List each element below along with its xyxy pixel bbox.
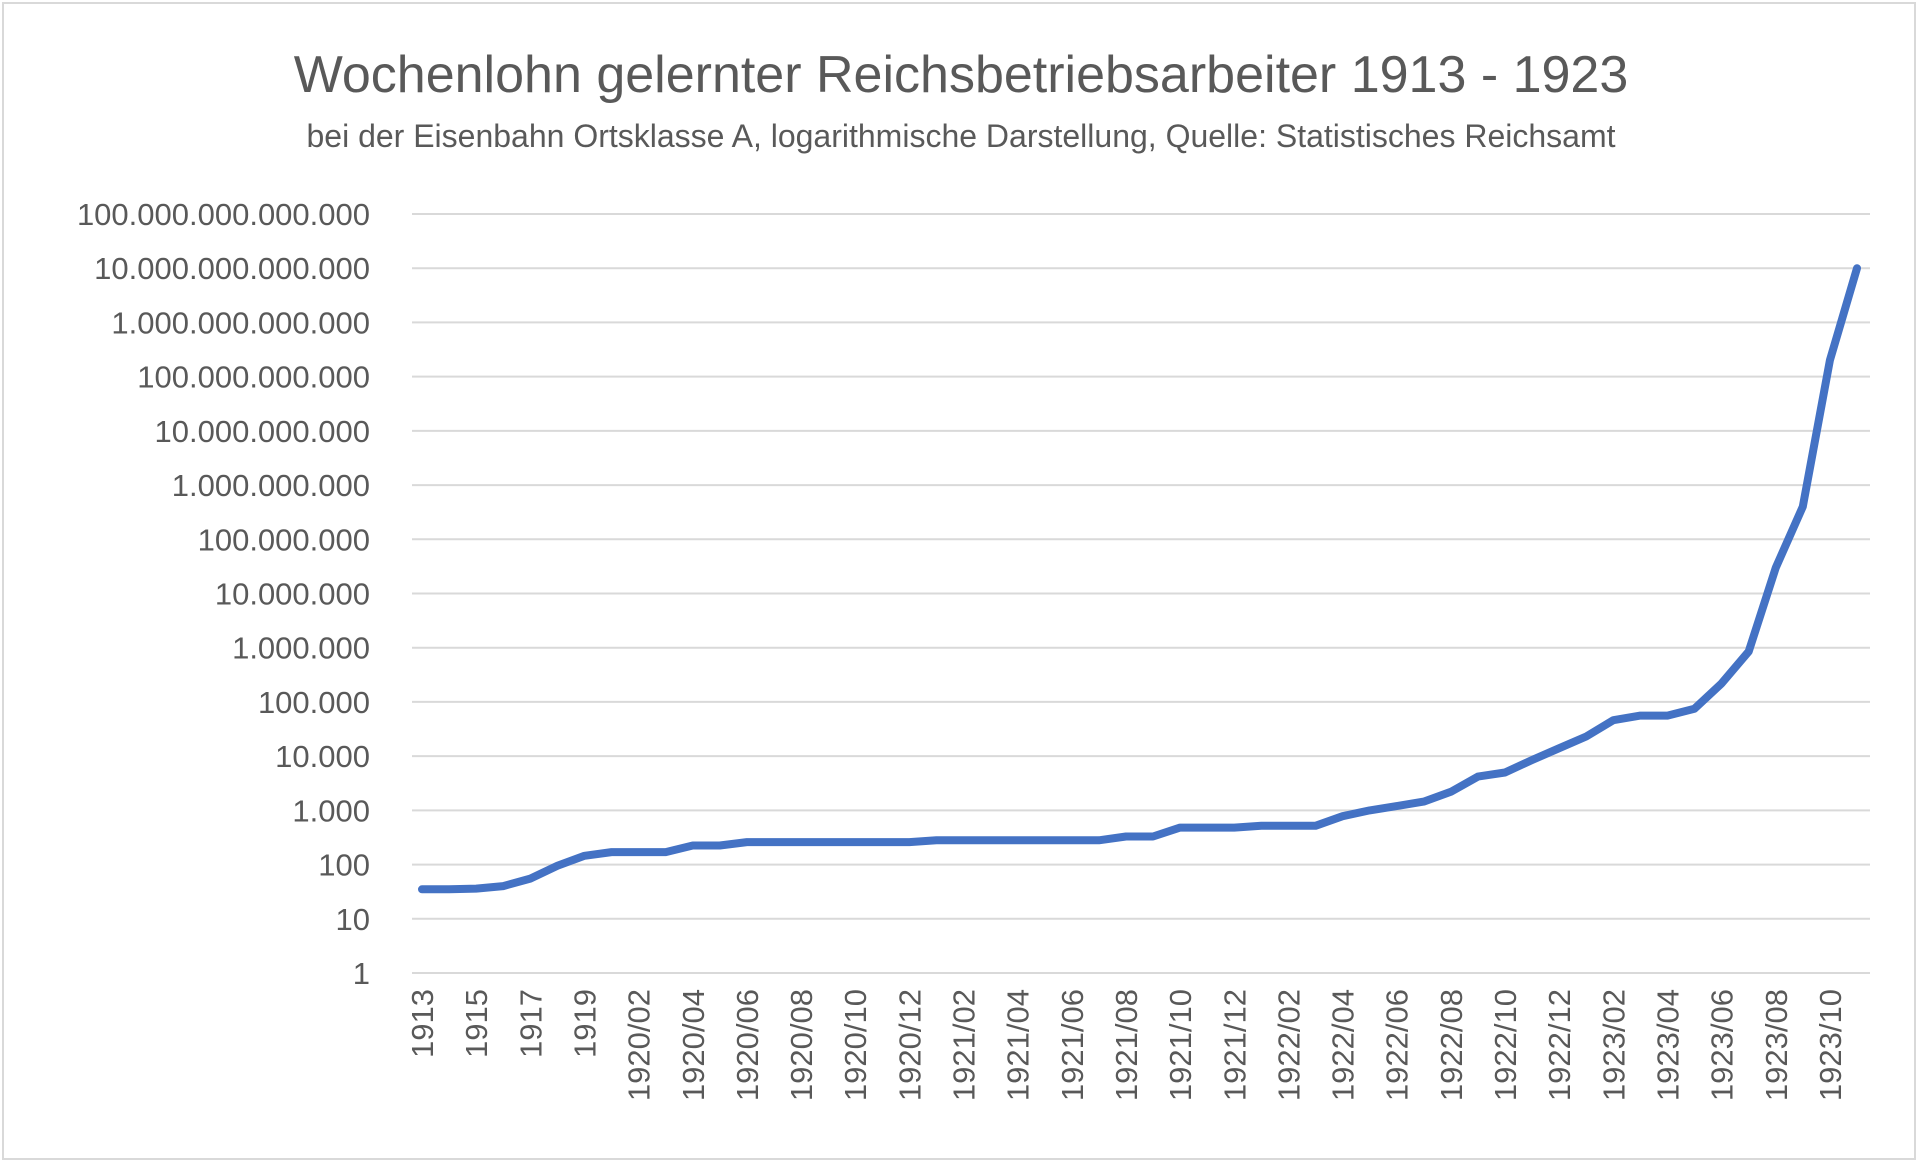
x-tick-label: 1921/02 [947, 989, 982, 1101]
y-tick-label: 1.000.000.000.000 [111, 305, 370, 340]
y-tick-label: 100.000.000.000 [137, 360, 370, 395]
y-tick-label: 10.000 [275, 739, 370, 774]
chart-title: Wochenlohn gelernter Reichsbetriebsarbei… [294, 46, 1629, 104]
x-tick-label: 1923/08 [1759, 989, 1794, 1101]
y-tick-label: 1.000 [292, 793, 370, 828]
x-tick-label: 1922/12 [1542, 989, 1577, 1101]
x-tick-label: 1922/08 [1434, 989, 1469, 1101]
series-line [418, 264, 1861, 894]
x-tick-label: 1922/06 [1380, 989, 1415, 1101]
x-tick-label: 1920/08 [784, 989, 819, 1101]
x-tick-label: 1921/06 [1055, 989, 1090, 1101]
x-tick-label: 1921/04 [1001, 989, 1036, 1101]
x-tick-label: 1921/08 [1109, 989, 1144, 1101]
x-tick-label: 1922/02 [1271, 989, 1306, 1101]
y-tick-label: 1.000.000 [232, 631, 370, 666]
x-tick-label: 1922/04 [1326, 989, 1361, 1101]
x-tick-label: 1923/04 [1650, 989, 1685, 1101]
y-tick-label: 10.000.000.000 [155, 414, 371, 449]
y-tick-label: 1.000.000.000 [172, 468, 370, 503]
y-tick-label: 10.000.000.000.000 [94, 251, 370, 286]
x-tick-label: 1920/04 [676, 989, 711, 1101]
y-tick-label: 10.000.000 [215, 577, 370, 612]
series-layer [418, 264, 1861, 894]
y-tick-label: 100.000.000 [198, 522, 370, 557]
y-tick-label: 10 [336, 902, 370, 937]
x-tick-label: 1920/06 [730, 989, 765, 1101]
x-tick-label: 1921/12 [1217, 989, 1252, 1101]
gridlines [412, 213, 1870, 974]
x-tick-label: 1923/10 [1813, 989, 1848, 1101]
x-tick-label: 1920/12 [892, 989, 927, 1101]
x-tick-label: 1920/02 [622, 989, 657, 1101]
y-tick-label: 100 [318, 848, 370, 883]
chart-subtitle: bei der Eisenbahn Ortsklasse A, logarith… [306, 118, 1615, 154]
x-tick-label: 1920/10 [838, 989, 873, 1101]
x-tick-label: 1921/10 [1163, 989, 1198, 1101]
chart-svg: Wochenlohn gelernter Reichsbetriebsarbei… [77, 46, 1870, 1101]
x-tick-label: 1917 [513, 989, 548, 1058]
y-tick-label: 1 [353, 956, 370, 991]
x-axis-tick-labels: 1913 1915 1917 1919 1920/02 1920/04 1920/06 192… [405, 989, 1848, 1101]
y-tick-label: 100.000 [258, 685, 370, 720]
y-tick-label: 100.000.000.000.000 [77, 197, 370, 232]
x-tick-label: 1923/06 [1705, 989, 1740, 1101]
x-tick-label: 1915 [459, 989, 494, 1058]
y-axis-tick-labels: 1 10 100 1.000 10.000 100.000 1.000.000 10.000.… [77, 197, 370, 991]
x-tick-label: 1919 [567, 989, 602, 1058]
x-tick-label: 1913 [405, 989, 440, 1058]
x-tick-label: 1923/02 [1596, 989, 1631, 1101]
x-tick-label: 1922/10 [1488, 989, 1523, 1101]
